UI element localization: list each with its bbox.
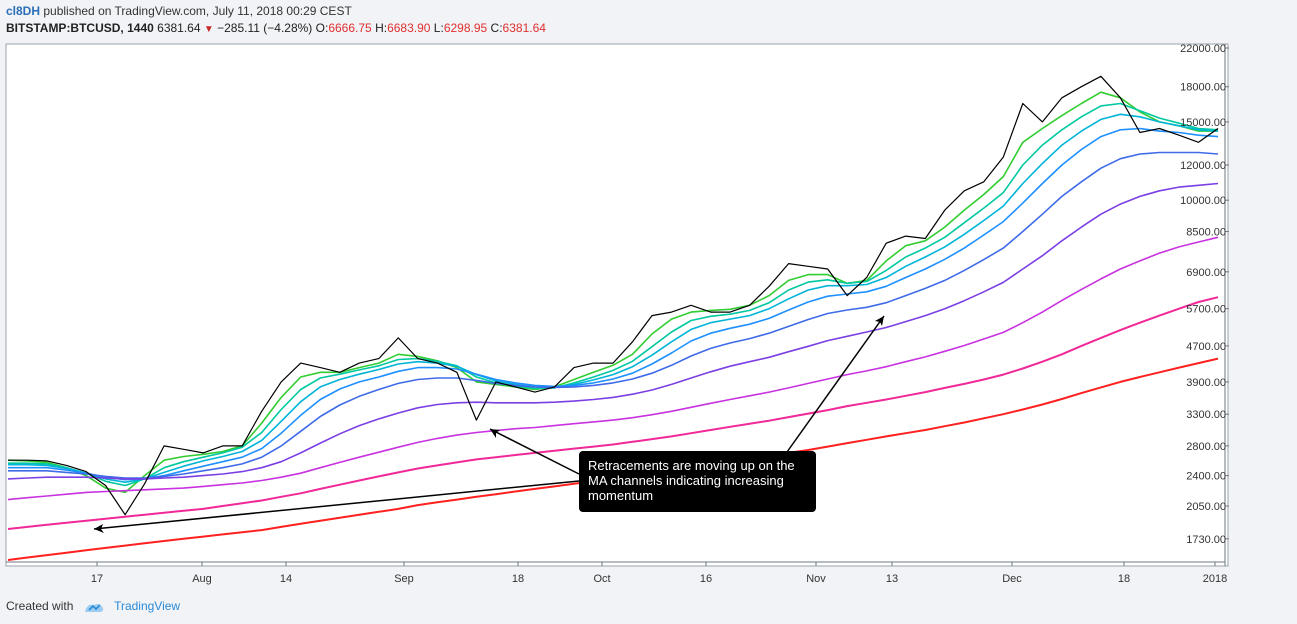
y-tick-label: 8500.00: [1186, 227, 1226, 239]
symbol-label[interactable]: BITSTAMP:BTCUSD, 1440: [6, 21, 154, 35]
y-tick-label: 22000.00: [1180, 43, 1226, 55]
down-arrow-icon: ▼: [203, 24, 214, 35]
y-tick-label: 12000.00: [1180, 160, 1226, 172]
price-change: −285.11 (−4.28%): [217, 21, 313, 35]
tradingview-logo-icon: [84, 603, 103, 612]
ma-series-line-5: [8, 151, 1219, 479]
ma-series-line-8: [7, 296, 1219, 530]
arrow-line-1: [93, 480, 580, 530]
ma-series-line-3: [8, 113, 1219, 484]
x-tick-label: 16: [700, 573, 712, 585]
x-tick-label: 13: [886, 573, 898, 585]
low-label: L:: [433, 21, 444, 35]
y-tick-label: 5700.00: [1186, 304, 1226, 316]
close-label: C:: [490, 21, 503, 35]
y-tick-label: 1730.00: [1186, 534, 1226, 546]
arrow-line-3: [786, 315, 885, 453]
open-value: 6666.75: [328, 21, 372, 35]
publish-info: published on TradingView.com, July 11, 2…: [43, 4, 352, 18]
x-tick-label: 17: [91, 573, 103, 585]
open-label: O:: [315, 21, 329, 35]
x-tick-label: Nov: [806, 573, 826, 585]
arrow-head-3: [875, 316, 884, 326]
x-tick-label: 14: [280, 573, 292, 585]
ma-series-line-7: [7, 236, 1219, 501]
symbol-line: BITSTAMP:BTCUSD, 1440 6381.64 ▼ −285.11 …: [6, 21, 546, 35]
ma-series-line-4: [8, 127, 1219, 481]
annotation-callout: Retracements are moving up on the MA cha…: [579, 451, 816, 512]
x-tick-label: Sep: [394, 573, 414, 585]
tradingview-link[interactable]: TradingView: [114, 599, 181, 613]
x-tick-label: 18: [512, 573, 524, 585]
price-axis-ticks: 22000.00 18000.00 15000.00 12000.00 10000.00…: [1180, 43, 1229, 546]
y-tick-label: 3900.00: [1186, 377, 1226, 389]
y-tick-label: 6900.00: [1186, 267, 1226, 279]
created-with-label: Created with: [6, 599, 74, 613]
y-tick-label: 4700.00: [1186, 341, 1226, 353]
y-tick-label: 2050.00: [1186, 501, 1226, 513]
price-line: [8, 75, 1219, 516]
low-value: 6298.95: [443, 21, 488, 35]
ma-series-line-2: [8, 102, 1219, 487]
footer: Created with TradingView: [6, 599, 180, 614]
y-tick-label: 15000.00: [1180, 117, 1226, 129]
x-tick-label: 2018: [1203, 573, 1227, 585]
price-series-line: [8, 75, 1219, 516]
last-price: 6381.64: [157, 21, 201, 35]
publish-line: cl8DH published on TradingView.com, July…: [6, 4, 352, 18]
y-tick-label: 18000.00: [1180, 82, 1226, 94]
arrow-line-2: [489, 428, 580, 475]
high-value: 6683.90: [387, 21, 431, 35]
x-tick-label: 18: [1118, 573, 1130, 585]
high-label: H:: [375, 21, 388, 35]
annotation-arrows: [93, 315, 885, 533]
arrow-head-2: [490, 429, 500, 438]
x-tick-label: Dec: [1002, 573, 1022, 585]
x-tick-label: Oct: [593, 573, 610, 585]
chart-header: cl8DH published on TradingView.com, July…: [0, 0, 1297, 44]
author-link[interactable]: cl8DH: [6, 4, 41, 18]
y-tick-label: 3300.00: [1186, 409, 1226, 421]
y-tick-label: 10000.00: [1180, 195, 1226, 207]
ma-series-line-1: [7, 91, 1218, 494]
y-tick-label: 2800.00: [1186, 441, 1226, 453]
arrow-head-1: [94, 524, 104, 533]
time-axis-ticks: 17 Aug 14 Sep 18 Oct 16 Nov 13 Dec 18 2018: [91, 562, 1227, 585]
ma-series-line-6: [7, 182, 1219, 480]
y-tick-label: 2400.00: [1186, 471, 1226, 483]
x-tick-label: Aug: [192, 573, 212, 585]
close-value: 6381.64: [502, 21, 546, 35]
